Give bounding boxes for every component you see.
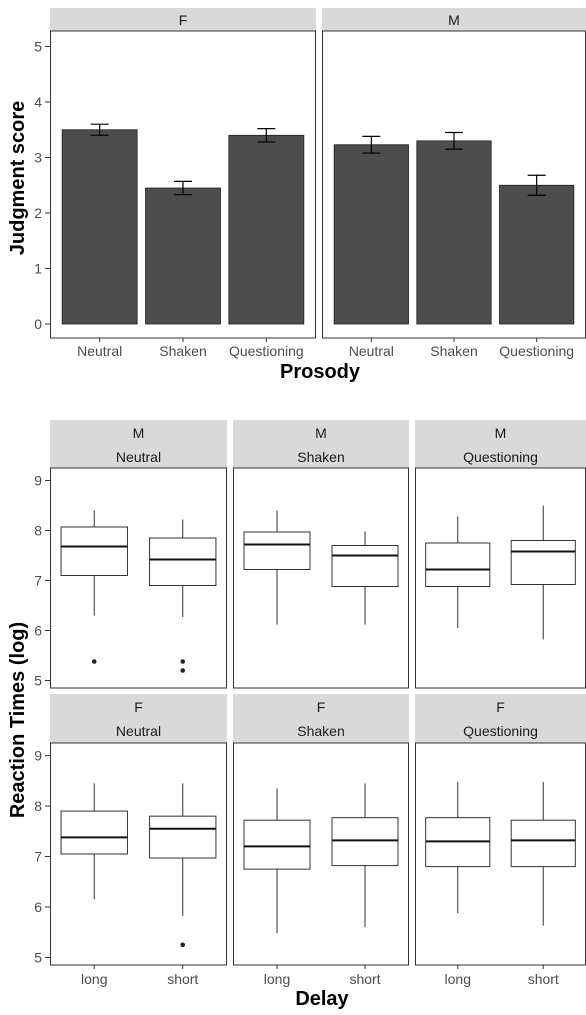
- box-chart-y-tick-label: 7: [34, 849, 42, 865]
- box-chart-strip: [415, 420, 586, 468]
- box-chart-x-tick-label: long: [445, 971, 471, 987]
- box-outlier: [180, 942, 186, 948]
- box-chart-y-tick-label: 9: [34, 473, 42, 489]
- bar: [61, 129, 138, 325]
- box-chart-strip-label: M: [315, 425, 327, 441]
- bar: [333, 144, 409, 325]
- box-chart-x-axis-title: Delay: [295, 988, 349, 1010]
- box-chart-strip: [233, 420, 409, 468]
- box-chart-y-tick-label: 5: [34, 949, 42, 965]
- box-outlier: [180, 668, 186, 673]
- bar-chart-y-tick-label: 5: [34, 39, 42, 55]
- box-chart-strip-label: M: [495, 425, 507, 441]
- bar: [499, 184, 575, 325]
- box: [243, 819, 311, 870]
- bar-chart-x-tick-label: Shaken: [430, 343, 477, 359]
- box-chart-x-tick-label: long: [264, 971, 290, 987]
- box-chart-y-tick-label: 5: [34, 673, 42, 689]
- bar-chart-y-tick-label: 1: [34, 261, 42, 277]
- bar-chart-x-tick-label: Questioning: [229, 343, 304, 359]
- bar-chart-y-tick-label: 3: [34, 150, 42, 166]
- bar-chart-x-tick-label: Neutral: [349, 343, 394, 359]
- box-chart-strip: [415, 694, 586, 743]
- box: [149, 815, 217, 859]
- bar: [228, 134, 305, 325]
- bar-chart-strip-label: F: [179, 12, 188, 28]
- bar: [416, 140, 492, 325]
- bar-chart-strip: [50, 8, 316, 31]
- box: [331, 545, 399, 587]
- bar-chart-x-tick-label: Shaken: [159, 343, 206, 359]
- box-chart: M Neutral 5 6 7 8 9 M Shaken M Questioning F Neutral…: [34, 420, 586, 987]
- box-chart-x-tick-label: short: [349, 971, 380, 987]
- box-chart-y-tick-label: 9: [34, 748, 42, 764]
- box-chart-y-tick-label: 7: [34, 573, 42, 589]
- bar-chart-x-tick-label: Questioning: [499, 343, 574, 359]
- box-chart-x-tick-label: short: [528, 971, 559, 987]
- bar-chart-y-tick-label: 4: [34, 94, 42, 110]
- box-chart-panel-border: [233, 467, 409, 689]
- box: [149, 537, 217, 586]
- bar: [145, 187, 221, 325]
- box: [425, 542, 491, 587]
- box-chart-y-tick-label: 8: [34, 523, 42, 539]
- box-chart-panel-border: [50, 467, 227, 689]
- box: [331, 817, 399, 867]
- box-chart-strip: [50, 420, 227, 468]
- box-chart-strip-label: Shaken: [297, 449, 344, 465]
- box-chart-y-tick-label: 6: [34, 899, 42, 915]
- box-chart-y-tick-label: 8: [34, 798, 42, 814]
- box-chart-y-axis-title: Reaction Times (log): [7, 622, 29, 818]
- bar-chart-x-tick-label: Neutral: [77, 343, 122, 359]
- box-chart-strip-label: M: [133, 425, 145, 441]
- box: [510, 540, 576, 585]
- box-chart-strip: [233, 694, 409, 743]
- bar-chart-strip-label: M: [448, 12, 460, 28]
- box-chart-strip-label: F: [134, 699, 143, 715]
- box: [60, 810, 128, 855]
- box-chart-strip: [50, 694, 227, 743]
- box: [60, 526, 128, 576]
- box-chart-panel-border: [50, 742, 227, 966]
- box-chart-x-tick-label: short: [167, 971, 198, 987]
- box-chart-strip-label: Neutral: [116, 449, 161, 465]
- box-chart-panel-border: [233, 742, 409, 966]
- bar-chart-y-axis-title: Judgment score: [7, 101, 29, 255]
- bar-chart-y-tick-label: 0: [34, 316, 42, 332]
- box: [510, 819, 576, 868]
- box-chart-strip-label: F: [496, 699, 505, 715]
- box-chart-strip-label: Questioning: [463, 449, 538, 465]
- box-chart-x-tick-label: long: [81, 971, 107, 987]
- bar-chart: 0 1 2 3 4 5 F Neutral Shaken Questioning M Neutral S…: [34, 8, 586, 359]
- box-outlier: [91, 659, 97, 664]
- box-chart-strip-label: Questioning: [463, 723, 538, 739]
- box-chart-strip-label: Shaken: [297, 723, 344, 739]
- box-outlier: [180, 659, 186, 664]
- box-chart-strip-label: Neutral: [116, 723, 161, 739]
- box-chart-strip-label: F: [317, 699, 326, 715]
- bar-chart-x-axis-title: Prosody: [280, 361, 361, 383]
- box: [243, 531, 311, 570]
- bar-chart-strip: [322, 8, 586, 31]
- box-chart-y-tick-label: 6: [34, 623, 42, 639]
- bar-chart-y-tick-label: 2: [34, 205, 42, 221]
